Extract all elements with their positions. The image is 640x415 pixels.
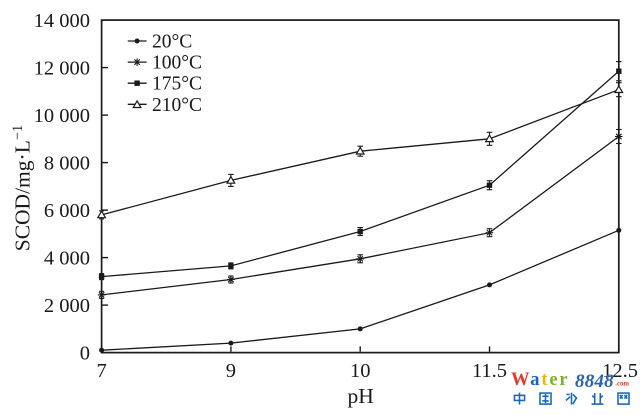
svg-text:pH: pH [347, 384, 373, 408]
svg-text:8 000: 8 000 [44, 152, 90, 174]
svg-text:10 000: 10 000 [34, 105, 90, 127]
svg-text:.com: .com [615, 381, 629, 388]
svg-text:175°C: 175°C [152, 74, 202, 95]
svg-text:8848: 8848 [575, 371, 614, 392]
svg-text:11.5: 11.5 [472, 360, 507, 382]
svg-text:10: 10 [350, 360, 371, 382]
svg-text:0: 0 [80, 342, 90, 364]
svg-text:14 000: 14 000 [34, 10, 90, 32]
svg-text:2 000: 2 000 [44, 295, 90, 317]
svg-text:12 000: 12 000 [34, 57, 90, 79]
svg-text:12.5: 12.5 [602, 360, 638, 382]
svg-text:SCOD/mg·L−1: SCOD/mg·L−1 [10, 125, 35, 252]
svg-text:9: 9 [226, 360, 236, 382]
svg-text:7: 7 [96, 360, 106, 382]
svg-text:6 000: 6 000 [44, 200, 90, 222]
svg-text:Water: Water [511, 370, 569, 390]
svg-text:20°C: 20°C [152, 32, 192, 53]
svg-text:100°C: 100°C [152, 53, 202, 74]
svg-text:4 000: 4 000 [44, 247, 90, 269]
svg-text:210°C: 210°C [152, 95, 202, 116]
